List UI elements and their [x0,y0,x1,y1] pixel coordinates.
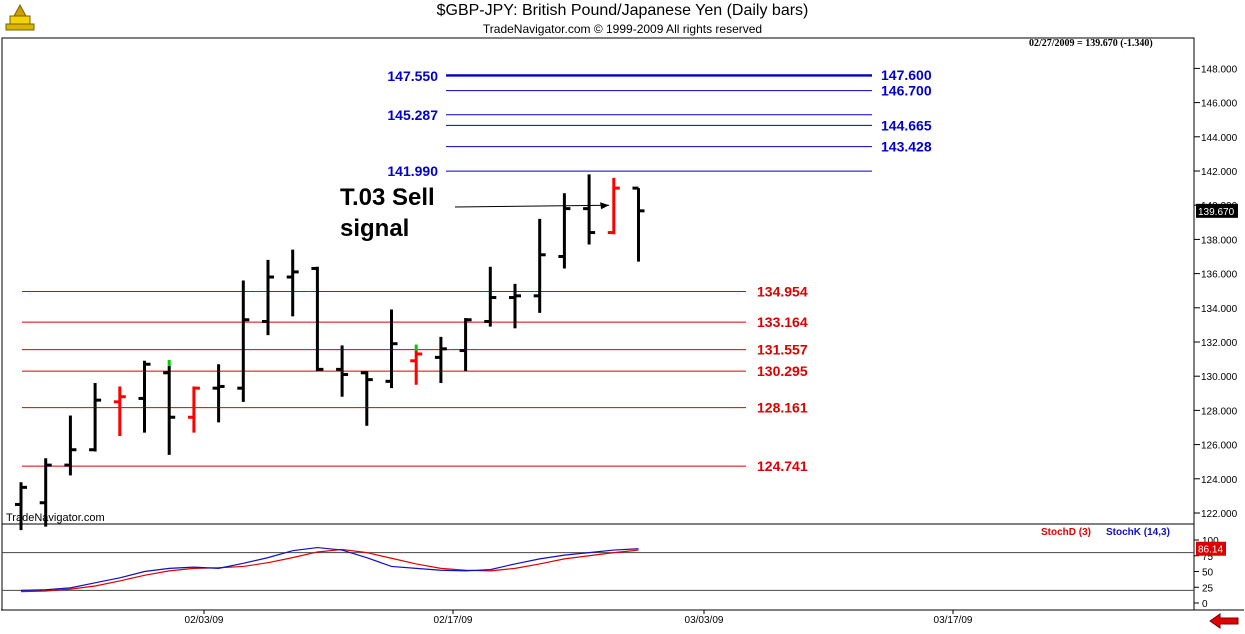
y-tick-label: 136.000 [1201,270,1238,281]
stoch-y-tick-label: 25 [1202,583,1214,594]
ohlc-bar [163,359,176,455]
support-label: 134.954 [757,283,808,299]
ohlc-bar [286,249,299,317]
ohlc-bar [64,415,77,476]
y-tick-label: 138.000 [1201,235,1238,246]
stoch-value-badge [1196,541,1226,556]
ohlc-bar [434,336,447,384]
y-tick-label: 144.000 [1201,133,1238,144]
support-label: 124.741 [757,458,808,474]
support-label: 133.164 [757,314,808,330]
annotation-arrow-line [454,204,610,208]
last-price-badge [1196,203,1238,218]
ohlc-bar [583,174,596,245]
resistance-label: 143.428 [881,139,932,155]
ohlc-bar [607,177,620,235]
stoch-value-label: 86.14 [1198,545,1223,556]
annotation-arrow-head [600,202,610,210]
stoch-y-tick-label: 100 [1202,536,1219,547]
y-tick-label: 128.000 [1201,406,1238,417]
ohlc-bar [336,345,349,397]
ohlc-bar [39,458,52,527]
ohlc-bar [15,482,27,531]
ohlc-bar [360,371,373,426]
page-title: $GBP-JPY: British Pound/Japanese Yen (Da… [436,2,809,19]
ohlc-bar [484,266,497,327]
page-subtitle: TradeNavigator.com © 1999-2009 All right… [482,22,763,36]
ohlc-bar [187,386,200,433]
stoch-d-legend: StochD (3) [1041,527,1091,538]
stoch-k-line [20,546,639,591]
y-tick-label: 132.000 [1201,338,1238,349]
price-panel-border [1,37,1195,525]
trade-navigator-logo [4,3,36,37]
support-label: 131.557 [757,342,808,358]
x-tick-label: 03/03/09 [685,615,724,626]
resistance-label: 144.665 [881,117,932,133]
ohlc-bar [89,383,102,452]
ohlc-bar [385,309,398,389]
y-tick-label: 122.000 [1201,509,1238,520]
stoch-panel-border [1,523,1195,611]
ohlc-bar [237,280,250,402]
x-tick-label: 02/03/09 [185,615,224,626]
resistance-label: 147.600 [881,67,932,83]
resistance-label: 146.700 [881,83,932,99]
last-price-label: 139.670 [1198,207,1235,218]
ohlc-bar [533,218,546,313]
ohlc-bar [558,193,571,269]
y-tick-label: 148.000 [1201,64,1238,75]
watermark: TradeNavigator.com [6,512,105,524]
x-tick-label: 02/17/09 [434,615,473,626]
ohlc-bar [262,259,274,336]
stoch-y-tick-label: 75 [1202,552,1214,563]
ohlc-bar [632,186,645,262]
resistance-label: 141.990 [387,163,438,179]
y-tick-label: 134.000 [1201,304,1238,315]
ohlc-bar [113,386,126,437]
ohlc-bar [459,318,472,372]
ohlc-bar [212,364,225,423]
support-label: 130.295 [757,363,808,379]
y-tick-label: 142.000 [1201,167,1238,178]
annotation-text-line2: signal [340,215,409,242]
annotation-text-line1: T.03 Sell [340,184,435,211]
stoch-k-legend: StochK (14,3) [1106,527,1170,538]
y-tick-label: 146.000 [1201,99,1238,110]
ohlc-bar [410,344,423,385]
y-tick-label: 126.000 [1201,441,1238,452]
ohlc-bar [509,283,521,329]
x-tick-label: 03/17/09 [934,615,973,626]
resistance-label: 145.287 [387,107,438,123]
ohlc-bar [138,360,151,433]
resistance-label: 147.550 [387,68,438,84]
y-tick-label: 124.000 [1201,475,1238,486]
stoch-y-tick-label: 50 [1202,568,1214,579]
scroll-left-arrow-icon[interactable] [1208,613,1240,634]
stoch-y-tick-label: 0 [1202,599,1208,610]
price-readout: 02/27/2009 = 139.670 (-1.340) [1029,38,1153,49]
y-tick-label: 130.000 [1201,372,1238,383]
stoch-d-line [20,548,639,593]
ohlc-bar [311,266,324,372]
support-label: 128.161 [757,400,808,416]
